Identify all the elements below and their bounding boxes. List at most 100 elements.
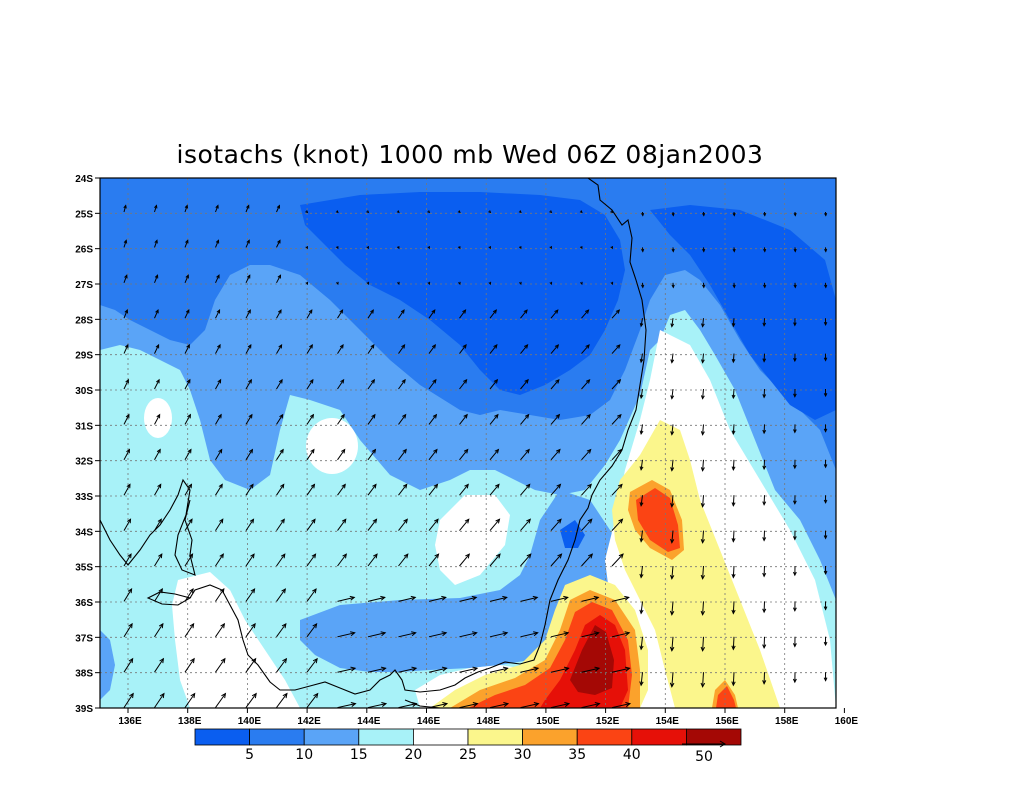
wind-vector xyxy=(550,344,560,354)
wind-vector xyxy=(823,388,828,398)
wind-vector xyxy=(306,588,317,602)
wind-vector xyxy=(520,666,540,673)
wind-vector xyxy=(215,622,226,638)
wind-vector xyxy=(550,483,562,496)
wind-vector xyxy=(489,413,499,425)
wind-vector xyxy=(428,666,448,673)
wind-vector xyxy=(154,448,161,461)
y-tick-label: 30S xyxy=(75,386,93,397)
wind-vector xyxy=(611,448,623,461)
wind-vector xyxy=(459,448,469,461)
wind-vector xyxy=(520,378,529,390)
band-20-25-west xyxy=(172,572,300,708)
wind-vector xyxy=(611,553,624,567)
y-tick-label: 36S xyxy=(75,598,93,609)
band-0-5-east xyxy=(650,205,836,420)
wind-vector xyxy=(276,309,282,319)
wind-vector xyxy=(611,309,621,319)
x-tick-label: 146E xyxy=(417,716,441,727)
wind-vector xyxy=(276,448,284,461)
wind-vector xyxy=(550,631,570,638)
y-tick-label: 38S xyxy=(75,669,93,680)
wind-vector xyxy=(671,282,675,289)
wind-vector xyxy=(610,281,614,286)
x-tick-label: 154E xyxy=(656,716,680,727)
wind-vector xyxy=(670,565,675,580)
wind-vector xyxy=(459,631,478,638)
colorbar-swatch xyxy=(576,728,633,746)
wind-vector xyxy=(762,672,767,685)
wind-vector xyxy=(489,702,510,708)
colorbar-swatch xyxy=(358,728,414,746)
wind-vector xyxy=(670,459,675,472)
wind-vector xyxy=(762,318,767,327)
wind-vector xyxy=(489,666,509,673)
band-50-plus xyxy=(570,625,614,695)
wind-vector xyxy=(762,565,767,578)
y-tick-label: 34S xyxy=(75,527,93,538)
wind-vector xyxy=(823,672,828,682)
coastline-east-australia xyxy=(189,178,647,695)
x-tick-label: 148E xyxy=(477,716,501,727)
wind-vector xyxy=(702,211,706,217)
wind-vector xyxy=(700,495,705,508)
wind-vector xyxy=(581,309,590,319)
wind-vector xyxy=(762,495,767,506)
band-35-40-ee xyxy=(716,686,736,708)
wind-vector xyxy=(793,388,797,398)
wind-vector xyxy=(639,353,644,364)
wind-vector xyxy=(184,309,190,319)
wind-vector xyxy=(641,247,645,253)
wind-vector xyxy=(367,666,387,673)
wind-vector xyxy=(639,424,644,436)
wind-vector xyxy=(154,553,163,567)
wind-vector xyxy=(306,448,315,461)
wind-vector xyxy=(367,702,388,708)
wind-vector xyxy=(306,483,316,496)
wind-vector xyxy=(123,588,133,602)
wind-vector xyxy=(184,204,189,213)
wind-vector xyxy=(335,210,339,214)
wind-vector xyxy=(639,530,644,543)
wind-vector xyxy=(611,483,623,496)
wind-vector xyxy=(639,636,644,651)
wind-vector xyxy=(519,281,522,286)
wind-vector xyxy=(489,448,500,461)
wind-vector xyxy=(154,483,162,496)
wind-vector xyxy=(337,702,357,708)
wind-vector xyxy=(550,448,561,461)
wind-vector xyxy=(731,388,736,400)
wind-vector xyxy=(610,246,613,250)
wind-vector xyxy=(337,666,357,673)
coastline-gulf xyxy=(100,478,196,576)
wind-vector xyxy=(215,378,222,390)
wind-vector xyxy=(670,495,675,508)
wind-vector xyxy=(824,211,828,217)
reference-vector-head xyxy=(719,740,726,748)
wind-vector xyxy=(610,210,614,214)
x-tick-label: 156E xyxy=(715,716,739,727)
x-tick-label: 158E xyxy=(775,716,799,727)
wind-vector xyxy=(396,210,400,214)
wind-vector xyxy=(245,343,252,354)
wind-vector xyxy=(793,424,797,434)
wind-vector xyxy=(215,588,225,602)
wind-vector xyxy=(459,518,470,531)
y-axis: 24S 25S 26S 27S 28S 29S 30S 31S 32S 33S 34S 35S 36S 3… xyxy=(75,174,100,715)
wind-vector xyxy=(428,518,439,531)
wind-vector xyxy=(549,281,553,286)
wind-vector xyxy=(154,274,159,283)
wind-vector xyxy=(366,281,370,286)
wind-vector xyxy=(459,413,468,425)
wind-vector xyxy=(184,622,195,638)
wind-vector xyxy=(731,565,736,579)
colorbar-label: 35 xyxy=(568,747,586,763)
wind-vector xyxy=(215,239,220,248)
wind-vector xyxy=(459,702,479,708)
wind-vector xyxy=(337,309,344,319)
coastline-tasmania-north xyxy=(404,699,441,708)
wind-vector xyxy=(215,413,222,425)
wind-vector xyxy=(184,588,194,602)
wind-vector xyxy=(793,459,797,470)
wind-vector xyxy=(336,281,339,286)
